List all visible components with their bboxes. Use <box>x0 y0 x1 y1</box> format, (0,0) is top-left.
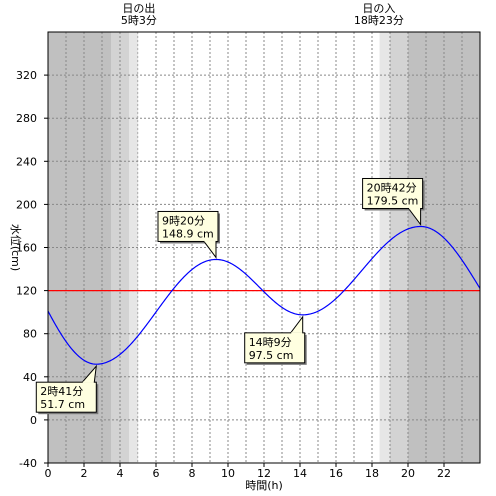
callout-box <box>244 332 306 364</box>
y-tick-label: 80 <box>23 328 37 341</box>
y-tick-label: 0 <box>30 414 37 427</box>
sunrise-label: 日の出 <box>122 1 155 15</box>
callout-box <box>35 381 97 413</box>
callout-pointer <box>202 240 217 259</box>
x-tick-label: 10 <box>221 467 235 480</box>
x-tick-label: 16 <box>329 467 343 480</box>
twilight-band <box>390 32 408 463</box>
x-tick-label: 22 <box>437 467 451 480</box>
y-tick-label: -40 <box>19 457 37 470</box>
callout-box <box>157 210 219 242</box>
x-tick-label: 8 <box>189 467 196 480</box>
x-tick-label: 2 <box>81 467 88 480</box>
sunrise-time: 5時3分 <box>121 14 157 27</box>
tide-level-series <box>47 225 481 365</box>
y-axis-label: 水位(cm) <box>9 224 23 271</box>
x-tick-label: 14 <box>293 467 307 480</box>
x-tick-label: 0 <box>45 467 52 480</box>
x-tick-label: 4 <box>117 467 124 480</box>
callout-pointer <box>289 315 304 334</box>
callout-level: 97.5 cm <box>249 349 294 362</box>
x-tick-label: 20 <box>401 467 415 480</box>
y-tick-label: 240 <box>16 155 37 168</box>
y-tick-label: 160 <box>16 242 37 255</box>
y-tick-label: 320 <box>16 69 37 82</box>
x-tick-label: 6 <box>153 467 160 480</box>
axis-ticks: 0 2 4 6 8 10 12 14 16 18 20 22 -40 0 40 80 120 160 200 240 2… <box>16 69 451 480</box>
callout-time: 14時9分 <box>249 336 292 349</box>
y-tick-label: 200 <box>16 198 37 211</box>
callout-level: 51.7 cm <box>40 398 85 411</box>
callout-time: 20時42分 <box>367 181 417 194</box>
y-tick-label: 40 <box>23 371 37 384</box>
callout-level: 179.5 cm <box>367 194 419 207</box>
sunset-label: 日の入 <box>362 2 395 15</box>
x-tick-label: 18 <box>365 467 379 480</box>
sunset-time: 18時23分 <box>354 14 404 27</box>
callout-time: 9時20分 <box>162 214 205 227</box>
y-tick-label: 280 <box>16 112 37 125</box>
x-tick-label: 12 <box>257 467 271 480</box>
callout-time: 2時41分 <box>40 385 83 398</box>
callout-level: 148.9 cm <box>162 227 214 240</box>
x-axis-label: 時間(h) <box>245 479 283 492</box>
callout-box <box>362 177 424 209</box>
y-tick-label: 120 <box>16 285 37 298</box>
